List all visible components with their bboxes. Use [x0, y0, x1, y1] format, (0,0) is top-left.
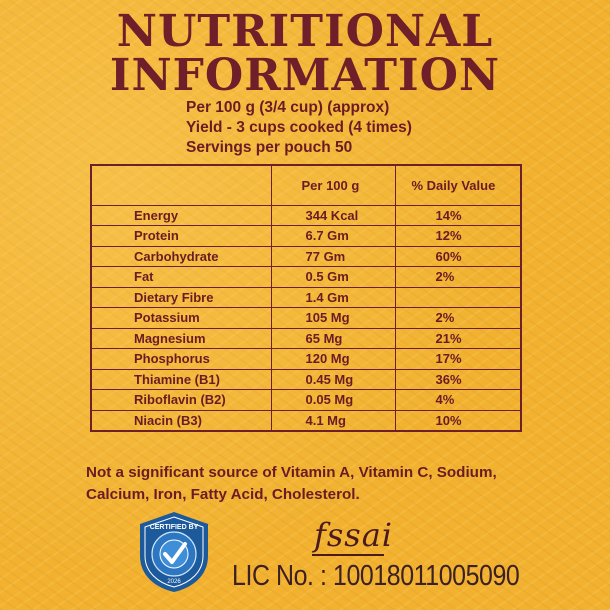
nutrient-amount: 6.7 Gm	[270, 225, 396, 247]
nutrient-amount: 0.5 Gm	[270, 266, 396, 288]
nutrient-amount: 120 Mg	[270, 348, 396, 370]
nutrient-name: Protein	[90, 225, 272, 247]
nutrient-daily-value: 2%	[394, 307, 522, 329]
nutrient-name: Niacin (B3)	[90, 409, 272, 431]
disclaimer-line-1: Not a significant source of Vitamin A, V…	[86, 464, 497, 481]
nutrient-daily-value: 4%	[394, 389, 522, 411]
nutrient-name: Thiamine (B1)	[90, 368, 272, 390]
servings-per-pouch: Servings per pouch 50	[186, 139, 353, 156]
nutrient-amount: 77 Gm	[270, 245, 396, 267]
fssai-logo: fssai	[314, 516, 393, 554]
nutrient-amount: 65 Mg	[270, 327, 396, 349]
nutrient-daily-value: 12%	[394, 225, 522, 247]
header-daily-value: % Daily Value	[394, 164, 522, 206]
nutrient-name: Potassium	[90, 307, 272, 329]
table-row: Thiamine (B1) 0.45 Mg 36%	[90, 368, 522, 390]
serving-size: Per 100 g (3/4 cup) (approx)	[186, 99, 390, 116]
nutrient-name: Phosphorus	[90, 348, 272, 370]
table-row: Riboflavin (B2) 0.05 Mg 4%	[90, 389, 522, 411]
nutrient-amount: 344 Kcal	[270, 204, 396, 226]
title-line-2: INFORMATION	[109, 50, 501, 101]
nutrient-amount: 1.4 Gm	[270, 286, 396, 308]
nutrient-daily-value: 14%	[394, 204, 522, 226]
nutrient-name: Riboflavin (B2)	[90, 389, 272, 411]
nutrient-daily-value: 21%	[394, 327, 522, 349]
table-header-row: Per 100 g % Daily Value	[90, 164, 522, 206]
table-row: Energy 344 Kcal 14%	[90, 204, 522, 226]
table-row: Niacin (B3) 4.1 Mg 10%	[90, 409, 522, 431]
serving-info: Per 100 g (3/4 cup) (approx) Yield - 3 c…	[186, 98, 412, 158]
disclaimer-note: Not a significant source of Vitamin A, V…	[86, 462, 586, 506]
seal-text-top: CERTIFIED BY	[150, 524, 199, 531]
nutrient-daily-value: 60%	[394, 245, 522, 267]
nutrient-name: Energy	[90, 204, 272, 226]
license-number: LIC No. : 10018011005090	[232, 560, 520, 592]
nutrient-daily-value: 10%	[394, 409, 522, 431]
header-per-100g: Per 100 g	[270, 164, 396, 206]
table-row: Carbohydrate 77 Gm 60%	[90, 245, 522, 267]
seal-text-bottom: 2026	[167, 579, 181, 585]
fssai-logo-underline	[312, 554, 384, 556]
yield: Yield - 3 cups cooked (4 times)	[186, 119, 412, 136]
table-row: Fat 0.5 Gm 2%	[90, 266, 522, 288]
nutrient-amount: 0.45 Mg	[270, 368, 396, 390]
nutrient-daily-value: 36%	[394, 368, 522, 390]
nutrient-name: Magnesium	[90, 327, 272, 349]
table-row: Dietary Fibre 1.4 Gm	[90, 286, 522, 308]
table-row: Phosphorus 120 Mg 17%	[90, 348, 522, 370]
certification-seal-icon: CERTIFIED BY 2026	[140, 512, 208, 592]
title-line-1: NUTRITIONAL	[116, 6, 494, 57]
nutrient-name: Carbohydrate	[90, 245, 272, 267]
nutrient-daily-value: 2%	[394, 266, 522, 288]
table-row: Potassium 105 Mg 2%	[90, 307, 522, 329]
nutrient-amount: 4.1 Mg	[270, 409, 396, 431]
nutrient-amount: 0.05 Mg	[270, 389, 396, 411]
nutrient-daily-value: 17%	[394, 348, 522, 370]
disclaimer-line-2: Calcium, Iron, Fatty Acid, Cholesterol.	[86, 486, 360, 503]
table-row: Magnesium 65 Mg 21%	[90, 327, 522, 349]
table-row: Protein 6.7 Gm 12%	[90, 225, 522, 247]
nutrient-name: Dietary Fibre	[90, 286, 272, 308]
nutrient-daily-value	[394, 286, 522, 308]
nutrient-amount: 105 Mg	[270, 307, 396, 329]
nutrient-name: Fat	[90, 266, 272, 288]
nutrition-table: Per 100 g % Daily Value Energy 344 Kcal …	[90, 164, 522, 432]
header-nutrient	[90, 164, 272, 206]
